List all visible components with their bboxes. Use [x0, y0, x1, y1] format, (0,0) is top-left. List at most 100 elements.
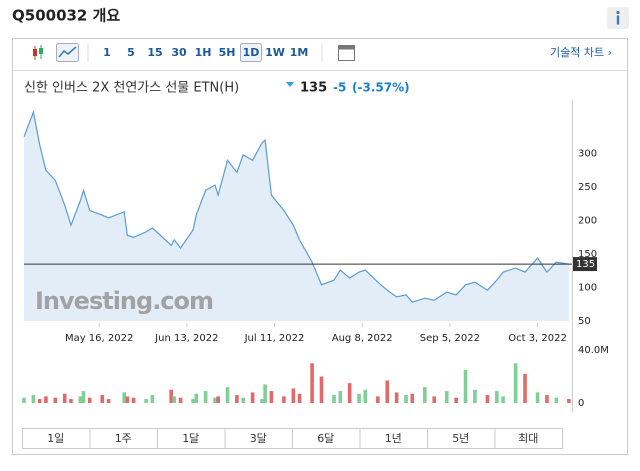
range-label: 1일 — [47, 431, 64, 445]
volume-bar — [310, 363, 314, 403]
volume-bar — [263, 384, 267, 403]
volume-bar — [410, 393, 415, 403]
interval-button[interactable]: 1W — [265, 46, 285, 59]
volume-bar — [22, 397, 26, 403]
interval-button[interactable]: 15 — [147, 46, 162, 59]
volume-bar — [216, 396, 220, 403]
volume-bar — [250, 392, 255, 403]
volume-bar — [172, 396, 177, 403]
volume-bar — [501, 396, 505, 403]
y-tick-label: 150 — [578, 249, 597, 260]
change: -5 — [333, 81, 346, 95]
volume-bar — [444, 391, 449, 403]
range-label: 1주 — [115, 432, 132, 445]
volume-bar — [81, 391, 86, 403]
x-tick-label: May 16, 2022 — [65, 333, 133, 344]
volume-bar — [432, 396, 437, 403]
volume-bar — [473, 389, 477, 403]
volume-bar — [191, 399, 195, 403]
volume-bar — [376, 396, 380, 403]
range-label: 5년 — [452, 432, 469, 445]
price-line — [23, 109, 569, 303]
volume-bar — [225, 387, 230, 403]
y2-tick-label: 40.0M — [578, 345, 609, 356]
watermark: Investing.com — [35, 287, 213, 315]
technical-chart-link[interactable]: 기술적 차트 › — [550, 46, 612, 59]
y-tick-label: 200 — [578, 216, 597, 227]
volume-bar — [454, 397, 458, 403]
volume-bar — [62, 393, 67, 403]
volume-bar — [363, 389, 368, 403]
x-tick-label: Jul 11, 2022 — [244, 333, 305, 344]
range-label: 6달 — [317, 432, 334, 445]
volume-bar — [523, 373, 527, 403]
volume-bar — [291, 388, 296, 403]
volume-bar — [545, 395, 549, 403]
volume-bar — [495, 391, 499, 403]
volume-bar — [213, 397, 217, 403]
trend-arrow — [286, 82, 294, 87]
volume-bar — [357, 393, 361, 403]
volume-bar — [260, 399, 264, 403]
last-price-label: 135 — [576, 259, 595, 270]
range-button[interactable] — [494, 428, 563, 449]
volume-bar — [78, 396, 83, 403]
price-area — [24, 112, 569, 321]
instrument-name: 신한 인버스 2X 천연가스 선물 ETN(H) — [24, 81, 239, 96]
y2-tick-label: 0 — [578, 398, 584, 409]
volume-bar — [37, 399, 42, 403]
candle-icon[interactable] — [33, 45, 43, 60]
interval-button[interactable]: 5 — [127, 46, 135, 59]
y-tick-label: 50 — [578, 316, 591, 327]
x-tick-label: Sep 5, 2022 — [420, 333, 480, 344]
volume-bar — [535, 392, 540, 403]
volume-bar — [31, 395, 36, 403]
volume-bar — [44, 396, 48, 403]
volume-bar — [235, 395, 239, 403]
volume-bar — [554, 397, 559, 403]
line-icon[interactable] — [56, 43, 79, 62]
settings-icon[interactable] — [338, 45, 355, 61]
volume-bar — [485, 395, 490, 403]
volume-bar — [347, 383, 352, 403]
y-tick-label: 100 — [578, 283, 597, 294]
interval-button[interactable]: 1H — [195, 46, 212, 59]
volume-bar — [125, 396, 130, 403]
volume-bar — [269, 391, 274, 403]
volume-bar — [69, 399, 73, 403]
volume-bar — [144, 399, 148, 403]
volume-bar — [332, 395, 336, 403]
volume-bar — [178, 397, 183, 403]
x-tick-label: Aug 8, 2022 — [332, 333, 393, 344]
interval-button[interactable]: 1M — [290, 46, 309, 59]
range-label: 1달 — [182, 432, 199, 445]
volume-bar — [319, 376, 324, 403]
y-tick-label: 300 — [578, 149, 597, 160]
volume-bar — [100, 395, 105, 403]
volume-bar — [122, 392, 127, 403]
volume-bar — [404, 395, 408, 403]
interval-button[interactable]: 1 — [103, 46, 111, 59]
price: 135 — [300, 81, 327, 96]
interval-button[interactable]: 1D — [243, 46, 260, 59]
volume-bar — [169, 389, 173, 403]
page-title: Q500032 개요 — [12, 7, 120, 25]
volume-bar — [338, 391, 343, 403]
change-percent: (-3.57%) — [352, 81, 410, 95]
volume-bar — [131, 397, 136, 403]
info-icon[interactable] — [607, 7, 629, 29]
volume-bar — [150, 395, 155, 403]
volume-bar — [423, 387, 427, 403]
x-tick-label: Jun 13, 2022 — [154, 333, 218, 344]
volume-bar — [385, 380, 390, 403]
volume-bar — [282, 396, 286, 403]
volume-bar — [513, 363, 518, 403]
range-label: 최대 — [518, 432, 538, 445]
interval-button[interactable]: 5H — [219, 46, 236, 59]
last-price-box — [573, 257, 597, 272]
volume-bar — [297, 393, 302, 403]
volume-bar — [241, 397, 245, 403]
interval-button[interactable]: 30 — [171, 46, 187, 59]
volume-bar — [53, 397, 58, 403]
